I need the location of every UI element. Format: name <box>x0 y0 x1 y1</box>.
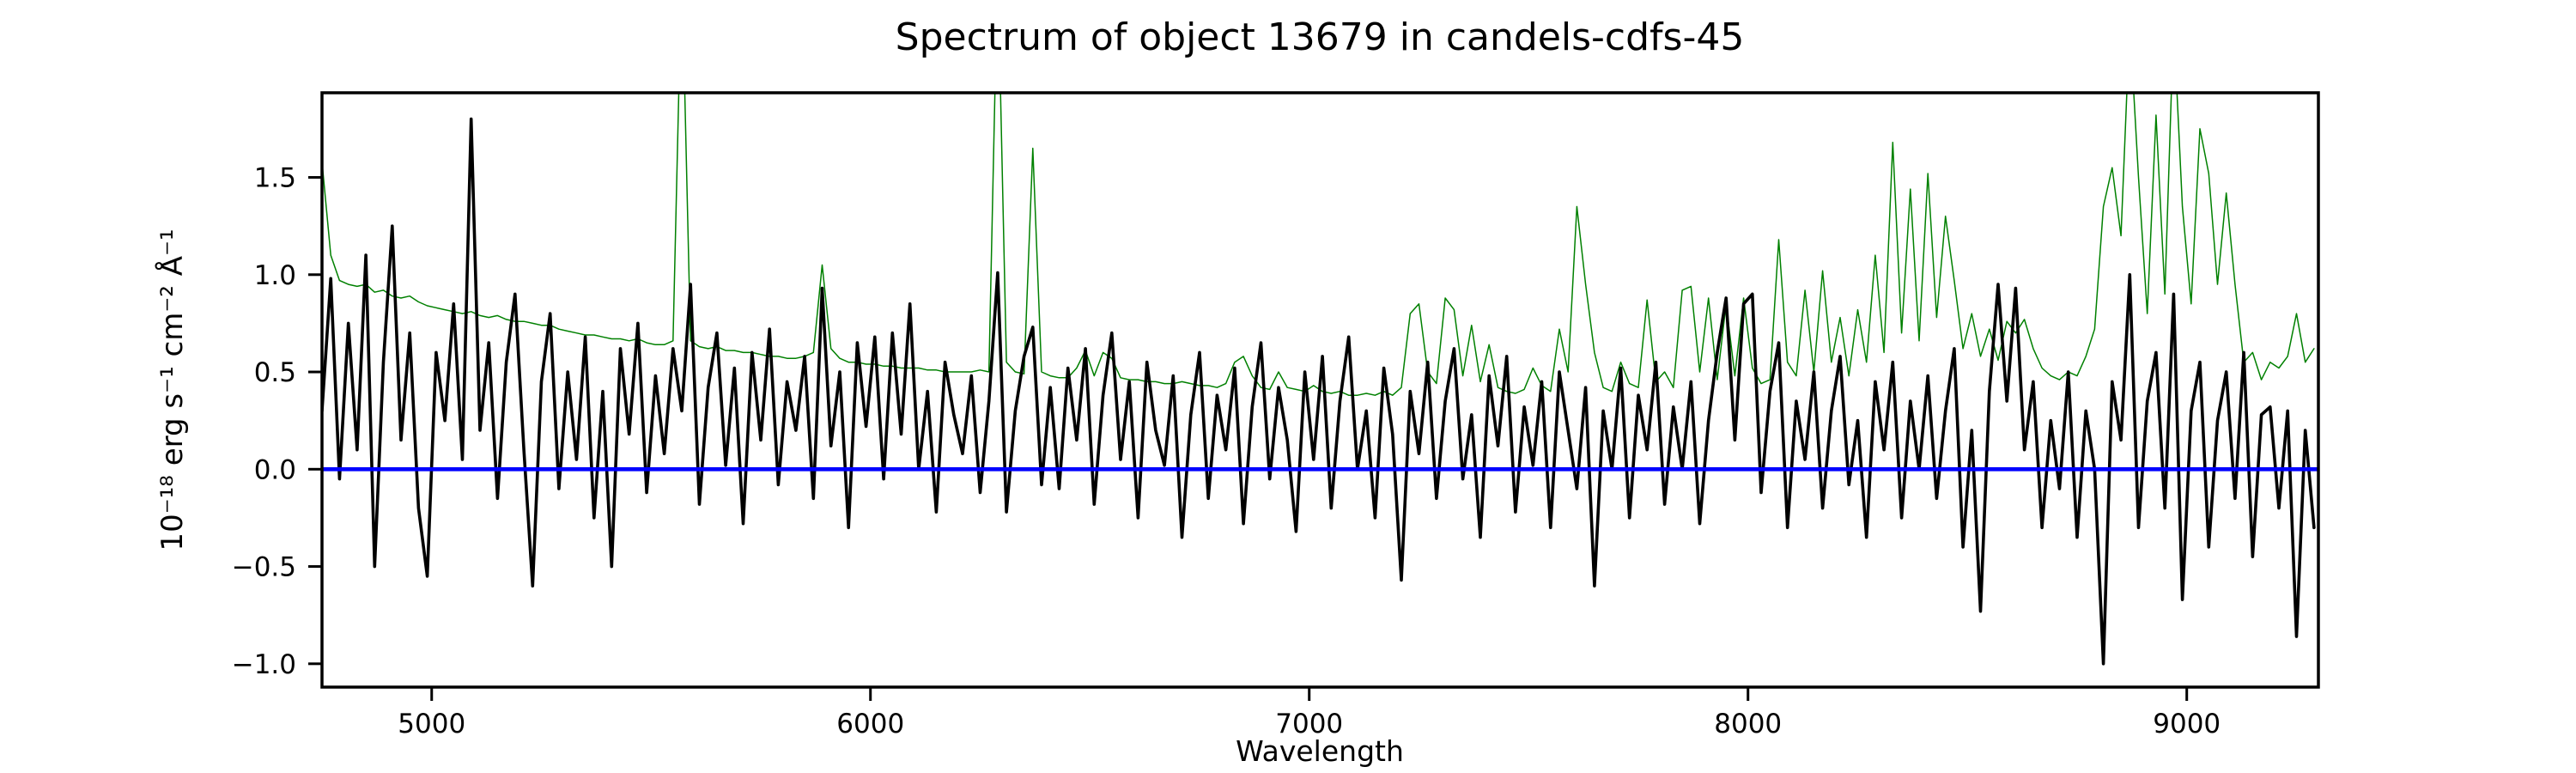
x-axis-label: Wavelength <box>1236 734 1404 768</box>
y-tick-label: 0.0 <box>254 454 296 485</box>
y-tick-label: −1.0 <box>232 649 296 680</box>
x-tick-label: 6000 <box>836 709 904 740</box>
x-tick-label: 7000 <box>1275 709 1343 740</box>
y-tick-label: 1.5 <box>254 163 296 194</box>
y-tick-label: −0.5 <box>232 552 296 583</box>
y-axis-label: 10⁻¹⁸ erg s⁻¹ cm⁻² Å⁻¹ <box>155 228 190 551</box>
axes-ticks: 5000 6000 7000 8000 9000 −1.0 −0.5 0.0 0.5 1.0 1.5 <box>232 163 2221 740</box>
plot-title: Spectrum of object 13679 in candels-cdfs… <box>896 15 1745 59</box>
x-tick-label: 8000 <box>1714 709 1782 740</box>
noise-sky-spectrum-line <box>322 93 2315 396</box>
axes-border <box>320 91 2320 689</box>
y-tick-label: 0.5 <box>254 357 296 388</box>
object-flux-spectrum-line <box>322 117 2316 666</box>
x-tick-label: 5000 <box>398 709 465 740</box>
y-tick-label: 1.0 <box>254 260 296 291</box>
x-tick-label: 9000 <box>2153 709 2221 740</box>
plot-area <box>322 93 2318 666</box>
